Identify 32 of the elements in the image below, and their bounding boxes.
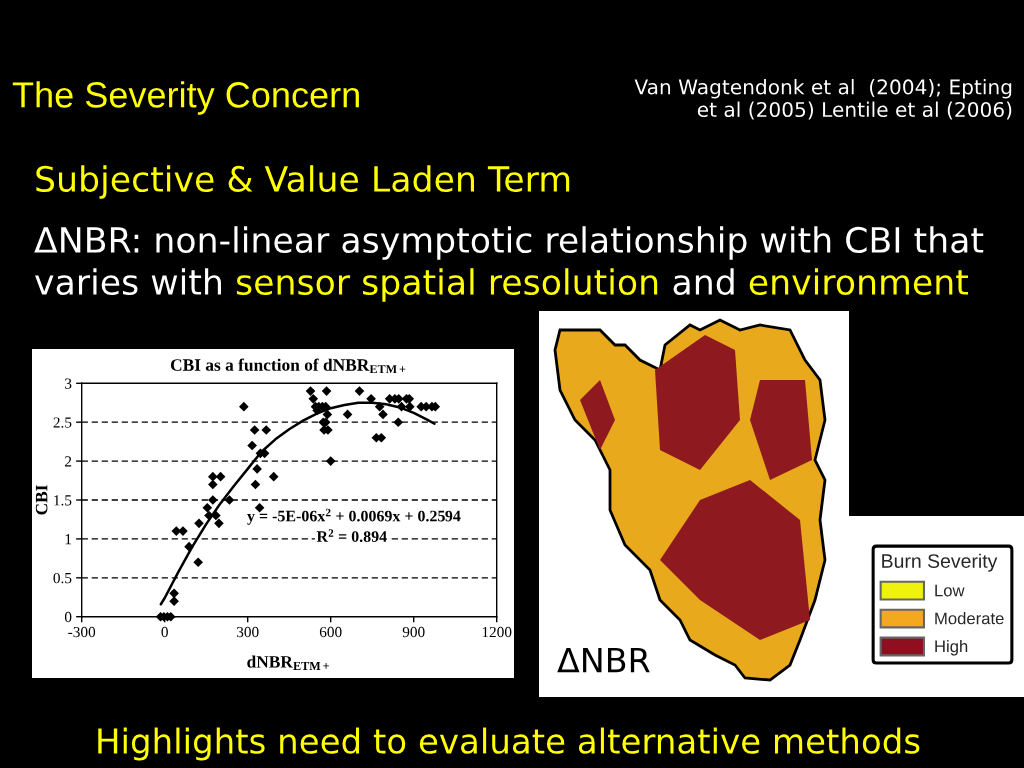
text: and	[673, 268, 734, 296]
y-tick-label: 1.5	[54, 495, 72, 506]
text: ΔNBR: non-linear asymptotic relationship with CBI that	[34, 226, 984, 260]
x-tick-label: 0	[161, 626, 168, 638]
x-tick-label: -300	[68, 626, 96, 638]
text: Subjective & Value Laden Term	[36, 165, 570, 199]
annotation: y = -5E-06x$^{2}$ + 0.0069x + 0.2594	[247, 508, 461, 525]
y-tick-label: 0	[64, 611, 72, 623]
x-tick-label: 1200	[482, 626, 512, 638]
chart-title: CBI as a function of dNBR$_{ETM+}$	[170, 358, 406, 374]
category-label: High	[935, 640, 968, 656]
legend-title: Burn Severity	[882, 553, 998, 572]
x-tick-label: 600	[319, 626, 342, 638]
y-tick-label: 2	[65, 456, 72, 467]
y-tick-label: 1	[65, 534, 72, 545]
x-axis-title: dNBR$_{ETM+}$	[247, 655, 329, 670]
category-label: Low	[935, 584, 965, 597]
y-tick-label: 2.5	[53, 417, 72, 428]
y-tick-label: 0.5	[53, 572, 72, 584]
text: Highlights need to evaluate alternative methods	[98, 727, 920, 761]
text: sensor spatial resolution	[236, 268, 658, 302]
y-tick-label: 3	[65, 378, 72, 389]
y-axis-title: CBI	[35, 485, 48, 515]
x-tick-label: 900	[402, 626, 425, 638]
text: varies with	[35, 268, 221, 296]
text: ΔNBR	[557, 647, 650, 673]
text: environment	[749, 268, 969, 296]
x-tick-label: 300	[236, 626, 259, 638]
text: The Severity Concern	[12, 81, 359, 115]
annotation: R$^{2}$ = 0.894	[316, 529, 387, 543]
text: Van Wagtendonk et al (2004); Epting et al (2005) Lentile et al (2006)	[634, 78, 1012, 120]
category-label: Moderate	[935, 612, 1004, 625]
